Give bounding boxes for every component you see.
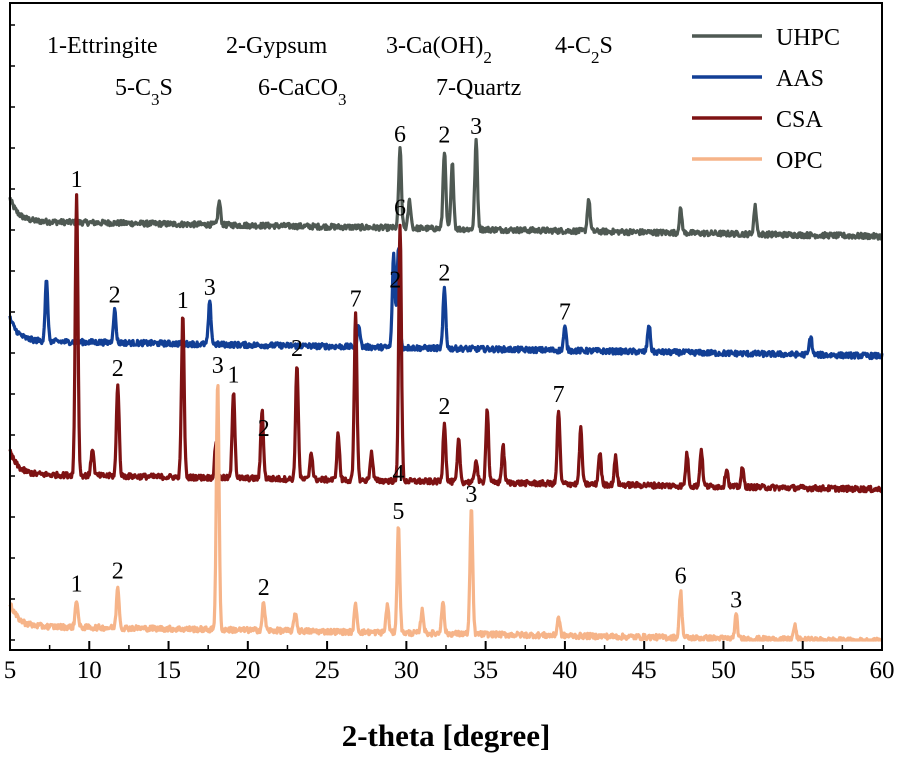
x-tick-label-15: 15	[156, 657, 181, 684]
x-tick-label-50: 50	[711, 657, 736, 684]
series-line-opc	[8, 384, 883, 642]
x-tick-label-55: 55	[790, 657, 815, 684]
phase-key-caoh2: 3-Ca(OH)2	[386, 33, 492, 67]
peak-label-opc-1: 2	[112, 559, 124, 585]
legend-label-opc: OPC	[776, 148, 823, 174]
x-tick-label-30: 30	[394, 657, 419, 684]
phase-key-c3s: 5-C3S	[115, 75, 173, 109]
x-tick-label-20: 20	[235, 657, 260, 684]
peak-label-opc-2: 3	[212, 353, 224, 379]
x-axis: 5 10 15 20 25 30 35 40 45 50 55 60	[4, 24, 895, 684]
phase-key: 1-Ettringite 2-Gypsum 3-Ca(OH)2 4-C2S 5-…	[47, 33, 613, 109]
series-line-uhpc	[8, 137, 883, 241]
peak-label-opc-5: 6	[675, 564, 687, 590]
x-tick-label-35: 35	[473, 657, 498, 684]
peak-label-csa-2: 1	[177, 288, 189, 314]
phase-key-gypsum: 2-Gypsum	[226, 33, 328, 59]
peak-label-opc-3: 2	[258, 575, 270, 601]
peak-label-aas-2: 2	[389, 267, 401, 293]
peak-label-opc-stack-0-1: 5	[392, 499, 404, 525]
legend-label-uhpc: UHPC	[776, 25, 840, 51]
x-tick-label-25: 25	[315, 657, 340, 684]
phase-key-caco3: 6-CaCO3	[258, 75, 347, 109]
x-tick-label-5: 5	[4, 657, 17, 684]
x-tick-label-60: 60	[870, 657, 895, 684]
peak-label-aas-0: 2	[109, 282, 121, 308]
phase-key-c2s: 4-C2S	[555, 33, 613, 67]
peak-label-opc-0: 1	[71, 572, 83, 598]
peak-label-opc-4: 3	[465, 482, 477, 508]
legend-label-aas: AAS	[776, 66, 824, 92]
legend-label-csa: CSA	[776, 107, 823, 133]
series-line-csa	[8, 193, 883, 494]
x-tick-label-40: 40	[552, 657, 577, 684]
legend: UHPC AAS CSA OPC	[692, 25, 840, 174]
series-layer	[8, 137, 884, 642]
peak-label-csa-0: 1	[71, 167, 83, 193]
series-line-aas	[8, 246, 884, 361]
x-tick-label-10: 10	[77, 657, 102, 684]
peak-label-csa-7: 6	[394, 195, 406, 221]
peak-label-csa-8: 2	[438, 394, 450, 420]
peak-label-aas-4: 7	[559, 300, 571, 326]
peak-label-csa-5: 2	[291, 336, 303, 362]
peak-label-opc-6: 3	[730, 588, 742, 614]
phase-key-quartz: 7-Quartz	[436, 75, 521, 101]
peak-label-aas-1: 3	[204, 275, 216, 301]
phase-key-ettringite: 1-Ettringite	[47, 33, 158, 59]
x-axis-title: 2-theta [degree]	[342, 718, 551, 753]
peak-label-uhpc-2: 3	[470, 114, 482, 140]
x-tick-label-45: 45	[632, 657, 657, 684]
peak-label-csa-4: 2	[258, 416, 270, 442]
peak-label-aas-3: 2	[438, 261, 450, 287]
peak-label-uhpc-1: 2	[438, 123, 450, 149]
peak-label-opc-stack-0-0: 4	[392, 461, 404, 487]
peak-label-uhpc-0: 6	[394, 122, 406, 148]
peak-label-csa-1: 2	[112, 356, 124, 382]
peak-label-csa-9: 7	[553, 382, 565, 408]
peak-label-csa-3: 1	[228, 363, 240, 389]
peak-label-csa-6: 7	[350, 287, 362, 313]
